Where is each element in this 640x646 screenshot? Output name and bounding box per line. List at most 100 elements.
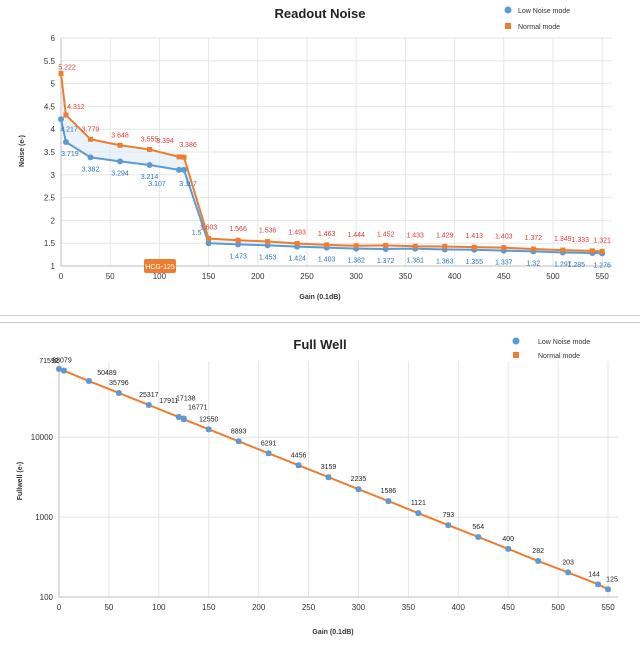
x-tick-label: 300	[352, 603, 366, 612]
y-tick-label: 1	[51, 262, 56, 271]
low-noise-data-label: 1.276	[593, 262, 611, 269]
y-tick-label: 5	[51, 80, 56, 89]
low-noise-data-label: 16771	[188, 404, 208, 411]
low-noise-data-label: 282	[532, 548, 544, 555]
low-noise-data-label: 1.297	[554, 261, 572, 268]
normal-point	[294, 241, 300, 247]
low-noise-point	[235, 241, 242, 248]
legend-marker-normal	[513, 352, 519, 358]
low-noise-point	[475, 533, 482, 540]
x-tick-label: 50	[106, 272, 115, 281]
x-tick-label: 100	[153, 272, 167, 281]
low-noise-point	[115, 389, 122, 396]
x-tick-label: 450	[502, 603, 516, 612]
low-noise-data-label: 8893	[231, 428, 247, 435]
normal-data-label: 4.312	[67, 104, 85, 111]
legend-label-normal: Normal mode	[518, 24, 560, 31]
x-tick-label: 550	[595, 272, 609, 281]
low-noise-data-label: 3.214	[141, 174, 159, 181]
x-tick-label: 50	[104, 603, 113, 612]
x-tick-label: 200	[252, 603, 266, 612]
x-tick-label: 400	[452, 603, 466, 612]
normal-point	[58, 70, 64, 76]
low-noise-data-label: 1.363	[436, 258, 454, 265]
low-noise-point	[56, 365, 62, 372]
x-tick-label: 200	[251, 272, 265, 281]
low-noise-data-label: 793	[442, 512, 454, 519]
normal-data-label: 1.349	[554, 236, 572, 243]
low-noise-data-label: 1.355	[465, 259, 483, 266]
x-tick-label: 350	[402, 603, 416, 612]
full-well-chart: Full Well Low Noise mode Normal mode Gai…	[17, 337, 618, 636]
x-tick-label: 500	[551, 603, 565, 612]
low-noise-data-label: 3.107	[148, 181, 166, 188]
low-noise-line	[60, 119, 603, 255]
low-noise-data-label: 4456	[291, 452, 307, 459]
normal-data-label: 1.333	[572, 237, 590, 244]
normal-data-label: 1.429	[436, 232, 454, 239]
x-tick-label: 550	[601, 603, 615, 612]
normal-point	[63, 112, 69, 118]
normal-point	[599, 248, 605, 254]
legend-label-low: Low Noise mode	[538, 339, 590, 346]
x-axis-label: Gain (0.1dB)	[299, 294, 340, 301]
low-noise-point	[117, 158, 124, 165]
low-noise-data-label: 1586	[381, 488, 397, 495]
low-noise-data-label: 6291	[261, 440, 277, 447]
x-tick-label: 450	[497, 272, 511, 281]
normal-data-label: 1.403	[495, 234, 513, 241]
legend-label-normal: Normal mode	[538, 353, 580, 360]
legend-marker-low	[512, 337, 520, 345]
normal-data-label: 3.394	[156, 138, 174, 145]
normal-data-label: 1.493	[288, 230, 306, 237]
hcg-annotation-label: HCG-125	[145, 264, 175, 271]
normal-point	[353, 243, 359, 249]
normal-point	[147, 146, 153, 152]
low-noise-point	[295, 462, 302, 469]
normal-point	[412, 243, 418, 249]
series-band	[61, 73, 603, 254]
normal-point	[181, 154, 187, 160]
x-tick-label: 500	[546, 272, 560, 281]
low-noise-data-label: 50489	[97, 370, 117, 377]
y-tick-label: 3	[51, 171, 56, 180]
low-noise-data-label: 4.217	[60, 126, 78, 133]
y-tick-label: 4.5	[44, 102, 56, 111]
low-noise-data-label: 144	[588, 571, 600, 578]
low-noise-point	[415, 510, 422, 517]
low-noise-data-label: 1.382	[347, 258, 365, 265]
normal-data-label: 3.779	[82, 126, 100, 133]
normal-point	[206, 236, 212, 242]
low-noise-point	[175, 414, 182, 421]
legend: Low Noise mode Normal mode	[504, 6, 570, 31]
low-noise-point	[355, 486, 362, 493]
low-noise-point	[505, 545, 512, 552]
normal-data-label: 3.386	[179, 142, 197, 149]
low-noise-data-label: 1.285	[568, 262, 586, 269]
y-tick-label: 1.5	[44, 239, 56, 248]
low-noise-data-label: 1.381	[406, 258, 424, 265]
x-tick-label: 150	[202, 272, 216, 281]
low-noise-data-label: 1.337	[495, 260, 513, 267]
y-tick-label: 3.5	[44, 148, 56, 157]
normal-data-label: 1.413	[465, 233, 483, 240]
low-noise-point	[85, 378, 92, 385]
normal-line	[60, 73, 603, 253]
low-noise-point	[60, 367, 67, 374]
normal-data-label: 1.566	[229, 226, 247, 233]
y-tick-label: 6	[51, 34, 56, 43]
plot-area: 1 1.5 2 2.5 3 3.5 4 4.5 5 5.5 6 0 50 100 150 200 250 300 3…	[44, 34, 612, 281]
y-tick-label: 10000	[31, 433, 54, 442]
low-noise-data-label: 3.382	[82, 166, 100, 173]
y-tick-label: 1000	[35, 513, 53, 522]
y-tick-label: 4	[51, 125, 56, 134]
low-noise-data-label: 17138	[176, 396, 196, 403]
normal-point	[530, 246, 536, 252]
normal-data-label: 1.372	[525, 235, 543, 242]
low-noise-data-label: 1.372	[377, 258, 395, 265]
low-noise-data-label: 1.32	[526, 260, 540, 267]
low-noise-data-label: 1.403	[318, 257, 336, 264]
low-noise-point	[535, 558, 542, 565]
normal-point	[442, 243, 448, 249]
y-tick-label: 100	[40, 593, 54, 602]
